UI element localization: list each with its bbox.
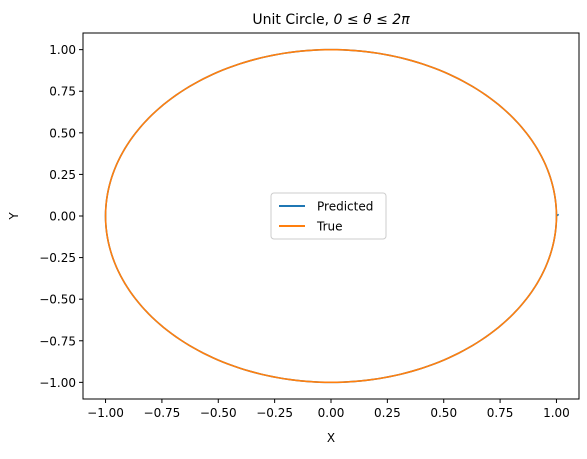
- y-tick-label: 0.25: [49, 168, 76, 182]
- y-tick-label: −0.75: [39, 334, 76, 348]
- x-tick-label: 1.00: [543, 406, 570, 420]
- x-tick-label: −0.25: [256, 406, 293, 420]
- chart-title-math: 0 ≤ θ ≤ 2π: [334, 12, 411, 28]
- y-tick-label: −0.25: [39, 251, 76, 265]
- legend-box: [270, 192, 387, 240]
- x-tick-label: 0.25: [374, 406, 401, 420]
- y-tick-label: 0.50: [49, 126, 76, 140]
- x-axis-ticks: −1.00 −0.75 −0.50 −0.25 0.00 0.25 0.50 0.75 1.00: [87, 399, 570, 420]
- y-tick-label: 0.75: [49, 85, 76, 99]
- legend-label-predicted: Predicted: [317, 200, 373, 214]
- y-tick-label: −0.50: [39, 293, 76, 307]
- x-tick-label: 0.00: [318, 406, 345, 420]
- legend: Predicted True: [270, 192, 387, 240]
- chart-title-text: Unit Circle,: [252, 12, 333, 28]
- x-axis-label: X: [327, 431, 335, 445]
- x-tick-label: 0.75: [487, 406, 514, 420]
- x-tick-label: −0.75: [144, 406, 181, 420]
- y-axis-ticks: 1.00 0.75 0.50 0.25 0.00 −0.25 −0.50 −0.75 −1.00: [39, 43, 83, 390]
- chart-title: Unit Circle, 0 ≤ θ ≤ 2π: [252, 12, 410, 28]
- y-axis-label: Y: [7, 212, 21, 221]
- y-tick-label: 0.00: [49, 210, 76, 224]
- x-tick-label: −0.50: [200, 406, 237, 420]
- x-tick-label: −1.00: [87, 406, 124, 420]
- y-tick-label: 1.00: [49, 43, 76, 57]
- legend-label-true: True: [316, 220, 343, 234]
- series-layer: [104, 48, 560, 384]
- y-tick-label: −1.00: [39, 376, 76, 390]
- x-tick-label: 0.50: [430, 406, 457, 420]
- series-line-true: [104, 48, 558, 384]
